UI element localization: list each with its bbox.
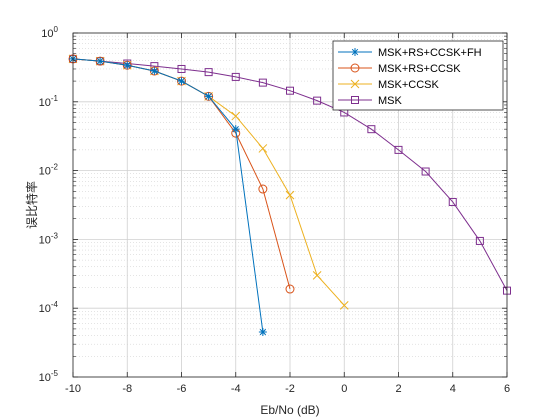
- legend-marker: [350, 79, 360, 89]
- data-point: [258, 78, 267, 87]
- x-axis-label: Eb/No (dB): [260, 403, 319, 417]
- data-point: [475, 236, 484, 245]
- data-point-shape: [339, 300, 349, 310]
- legend-marker: [351, 96, 359, 104]
- legend-marker-shape: [351, 96, 359, 104]
- grid: [72, 32, 508, 378]
- legend-label: MSK+RS+CCSK+FH: [378, 47, 482, 59]
- data-point: [312, 271, 322, 280]
- data-point: [285, 190, 295, 200]
- x-tick-label: 4: [450, 383, 456, 395]
- data-point-shape: [258, 78, 267, 87]
- data-point-shape: [475, 236, 484, 245]
- data-point: [231, 125, 240, 134]
- legend-entry: MSK+RS+CCSK: [338, 63, 461, 75]
- data-point-shape: [177, 64, 186, 73]
- y-tick-label: 10-5: [39, 369, 59, 384]
- data-point-shape: [123, 61, 132, 70]
- series-layer: [68, 54, 511, 337]
- data-point-shape: [394, 145, 403, 154]
- y-tick-exponent: -5: [51, 369, 59, 378]
- data-point-shape: [231, 72, 240, 81]
- y-tick-label: 100: [41, 25, 58, 40]
- ticks: [72, 32, 508, 378]
- y-tick-label: 10-3: [39, 231, 59, 246]
- series-line: [72, 58, 508, 291]
- y-tick-exponent: -1: [51, 94, 59, 103]
- x-tick-label: -6: [177, 383, 187, 395]
- data-point: [231, 72, 240, 81]
- data-point: [231, 111, 241, 121]
- data-point-shape: [313, 96, 322, 105]
- legend-marker-shape: [350, 63, 360, 73]
- x-tick-label: -2: [285, 383, 295, 395]
- data-point-shape: [285, 284, 295, 294]
- data-point-shape: [177, 77, 186, 86]
- data-point: [177, 77, 186, 86]
- data-point: [258, 144, 268, 153]
- data-point-shape: [231, 111, 241, 121]
- data-point: [394, 145, 403, 154]
- legend-marker: [350, 63, 360, 73]
- data-point: [123, 61, 132, 70]
- x-tick-label: 2: [395, 383, 401, 395]
- data-point-shape: [286, 86, 294, 95]
- y-axis-label: 误比特率: [24, 181, 39, 229]
- legend-entry: MSK+CCSK: [338, 79, 439, 91]
- data-point: [367, 125, 376, 134]
- data-point: [286, 86, 294, 95]
- data-point: [150, 67, 159, 76]
- data-point-shape: [150, 67, 159, 76]
- x-tick-label: -10: [65, 383, 81, 395]
- legend-label: MSK+RS+CCSK: [378, 63, 461, 75]
- data-point: [177, 64, 186, 73]
- y-tick-exponent: 0: [54, 25, 59, 34]
- legend-marker-shape: [351, 48, 359, 56]
- series-msk-rs-ccsk-fh: [69, 54, 267, 337]
- data-point-shape: [258, 184, 268, 194]
- legend-entry: MSK: [338, 95, 403, 107]
- data-point-shape: [285, 190, 295, 200]
- data-point-shape: [258, 328, 267, 337]
- y-tick-exponent: -3: [51, 231, 59, 240]
- data-point: [258, 328, 267, 337]
- data-point: [339, 300, 349, 310]
- data-point-shape: [448, 197, 457, 206]
- legend-label: MSK+CCSK: [378, 79, 439, 91]
- data-point-shape: [96, 57, 105, 66]
- data-point-shape: [231, 125, 240, 134]
- legend-entry: MSK+RS+CCSK+FH: [338, 47, 482, 59]
- y-tick-label: 10-4: [39, 300, 59, 315]
- data-point: [448, 197, 457, 206]
- data-point: [204, 92, 213, 101]
- data-point-shape: [204, 92, 213, 101]
- x-tick-label: 0: [341, 383, 347, 395]
- data-point-shape: [367, 125, 376, 134]
- data-point: [421, 167, 430, 176]
- legend-label: MSK: [378, 95, 403, 107]
- y-tick-label: 10-2: [39, 163, 59, 178]
- data-point-shape: [421, 167, 430, 176]
- x-tick-label: -4: [231, 383, 241, 395]
- series-line: [72, 58, 264, 333]
- x-tick-label: 6: [504, 383, 510, 395]
- x-tick-label: -8: [122, 383, 132, 395]
- data-point: [313, 96, 322, 105]
- y-tick-label: 10-1: [39, 94, 59, 109]
- data-point: [258, 184, 268, 194]
- legend-marker: [351, 48, 359, 56]
- legend-marker-shape: [350, 79, 360, 89]
- data-point: [285, 284, 295, 294]
- data-point-shape: [258, 144, 268, 153]
- data-point-shape: [204, 68, 213, 77]
- y-tick-exponent: -4: [51, 300, 59, 309]
- legend: MSK+RS+CCSK+FH MSK+RS+CCSK MSK+CCSK MSK: [332, 40, 504, 111]
- data-point: [204, 68, 213, 77]
- y-tick-exponent: -2: [51, 163, 59, 172]
- data-point-shape: [312, 271, 322, 280]
- data-point: [96, 57, 105, 66]
